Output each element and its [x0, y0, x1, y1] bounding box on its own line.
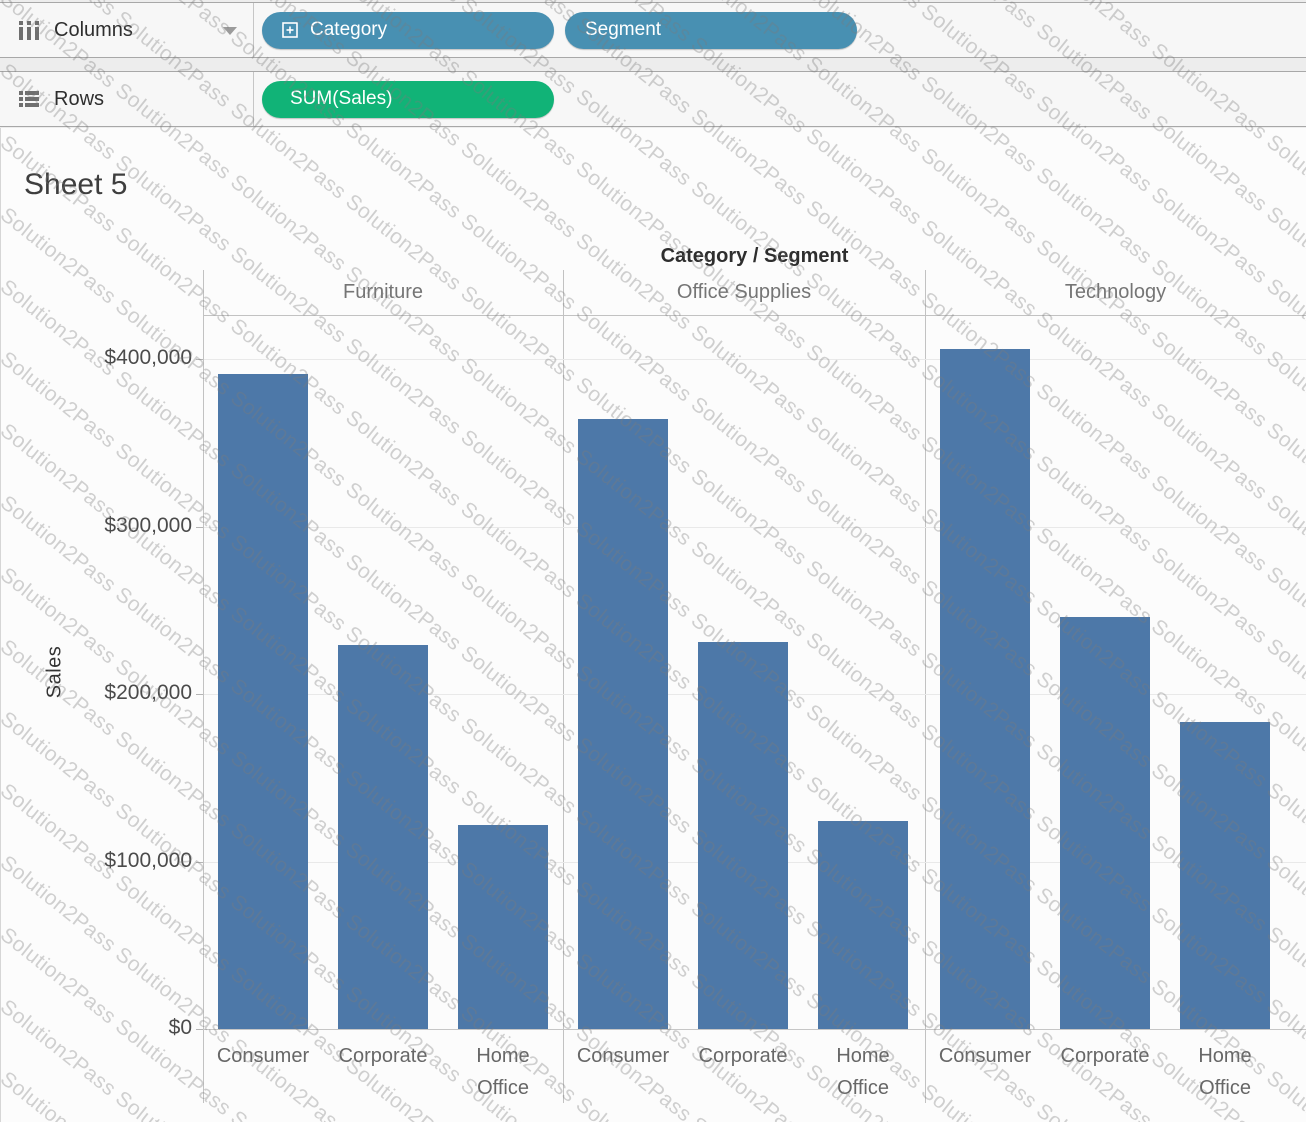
bar-technology-consumer[interactable]	[940, 349, 1030, 1029]
pane-header-office-supplies[interactable]: Office Supplies	[676, 281, 812, 303]
y-tick-label: $0	[168, 1016, 192, 1039]
rows-shelf: Rows SUM(Sales)	[0, 71, 1306, 127]
pane-header-technology[interactable]: Technology	[1064, 281, 1167, 303]
pill-sum-sales[interactable]: SUM(Sales)	[262, 80, 554, 118]
columns-shelf-label: Columns	[54, 18, 133, 41]
x-axis-label[interactable]: Corporate	[338, 1045, 428, 1067]
y-tick-label: $400,000	[104, 346, 192, 369]
x-axis-baseline	[203, 1029, 1306, 1030]
rows-pills-area: SUM(Sales)	[254, 72, 1306, 126]
bar-office-supplies-consumer[interactable]	[578, 419, 668, 1029]
rows-shelf-label: Rows	[54, 87, 105, 110]
x-axis-label[interactable]: Corporate	[698, 1045, 788, 1067]
columns-shelf-header: Columns	[0, 3, 254, 57]
x-axis-label[interactable]: Home Office	[836, 1045, 890, 1100]
pill-segment-label: Segment	[585, 19, 662, 40]
pane-separator-1	[563, 270, 564, 1103]
y-tick-mark	[196, 694, 203, 695]
bar-furniture-corporate[interactable]	[338, 645, 428, 1029]
rows-shelf-icon	[19, 91, 39, 107]
sheet-title: Sheet 5	[24, 168, 128, 201]
gridline-300000	[204, 527, 1306, 528]
pill-category[interactable]: Category	[262, 11, 554, 49]
x-axis-label[interactable]: Consumer	[938, 1045, 1032, 1067]
header-divider-line	[203, 315, 1306, 316]
y-tick-mark	[196, 359, 203, 360]
expand-plus-icon[interactable]	[282, 22, 298, 38]
x-axis-label[interactable]: Corporate	[1060, 1045, 1150, 1067]
y-tick-label: $100,000	[104, 849, 192, 872]
bar-office-supplies-corporate[interactable]	[698, 642, 788, 1029]
columns-shelf: Columns Category Segment	[0, 2, 1306, 58]
chart-title: Category / Segment	[660, 245, 849, 267]
x-axis-label[interactable]: Consumer	[576, 1045, 670, 1067]
bar-furniture-consumer[interactable]	[218, 374, 308, 1029]
x-axis-label[interactable]: Home Office	[1198, 1045, 1252, 1100]
x-axis-label[interactable]: Consumer	[216, 1045, 310, 1067]
pane-header-furniture[interactable]: Furniture	[342, 281, 424, 303]
y-tick-label: $300,000	[104, 514, 192, 537]
columns-shelf-icon	[19, 21, 39, 40]
bar-furniture-home-office[interactable]	[458, 825, 548, 1029]
x-axis-label[interactable]: Home Office	[476, 1045, 530, 1100]
rows-shelf-header: Rows	[0, 72, 254, 126]
bar-technology-home-office[interactable]	[1180, 722, 1270, 1029]
pill-sum-sales-label: SUM(Sales)	[290, 88, 393, 109]
pill-segment[interactable]: Segment	[565, 11, 857, 49]
bar-technology-corporate[interactable]	[1060, 617, 1150, 1029]
pill-category-label: Category	[310, 19, 388, 40]
pane-separator-2	[925, 270, 926, 1103]
y-tick-label: $200,000	[104, 681, 192, 704]
gridline-400000	[204, 359, 1306, 360]
caret-down-icon[interactable]	[223, 27, 237, 35]
bar-office-supplies-home-office[interactable]	[818, 821, 908, 1029]
y-tick-mark	[196, 527, 203, 528]
axis-line-left	[203, 270, 204, 1103]
y-tick-mark	[196, 862, 203, 863]
columns-pills-area: Category Segment	[254, 3, 1306, 57]
y-tick-mark	[196, 1029, 203, 1030]
